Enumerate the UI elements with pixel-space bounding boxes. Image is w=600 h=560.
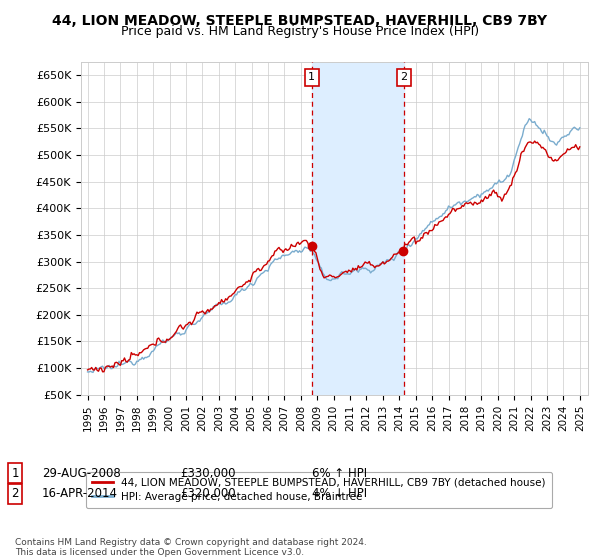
Legend: 44, LION MEADOW, STEEPLE BUMPSTEAD, HAVERHILL, CB9 7BY (detached house), HPI: Av: 44, LION MEADOW, STEEPLE BUMPSTEAD, HAVE… [86,472,552,508]
Text: 44, LION MEADOW, STEEPLE BUMPSTEAD, HAVERHILL, CB9 7BY: 44, LION MEADOW, STEEPLE BUMPSTEAD, HAVE… [52,14,548,28]
Text: £330,000: £330,000 [180,466,235,480]
Text: Contains HM Land Registry data © Crown copyright and database right 2024.
This d: Contains HM Land Registry data © Crown c… [15,538,367,557]
Text: 2: 2 [11,487,19,501]
Text: £320,000: £320,000 [180,487,236,501]
Text: 6% ↑ HPI: 6% ↑ HPI [312,466,367,480]
Text: 16-APR-2014: 16-APR-2014 [42,487,118,501]
Text: 4% ↓ HPI: 4% ↓ HPI [312,487,367,501]
Text: 1: 1 [11,466,19,480]
Bar [311,62,404,395]
Text: 1: 1 [308,72,315,82]
Text: Price paid vs. HM Land Registry's House Price Index (HPI): Price paid vs. HM Land Registry's House … [121,25,479,38]
Text: 2: 2 [401,72,407,82]
Text: 29-AUG-2008: 29-AUG-2008 [42,466,121,480]
